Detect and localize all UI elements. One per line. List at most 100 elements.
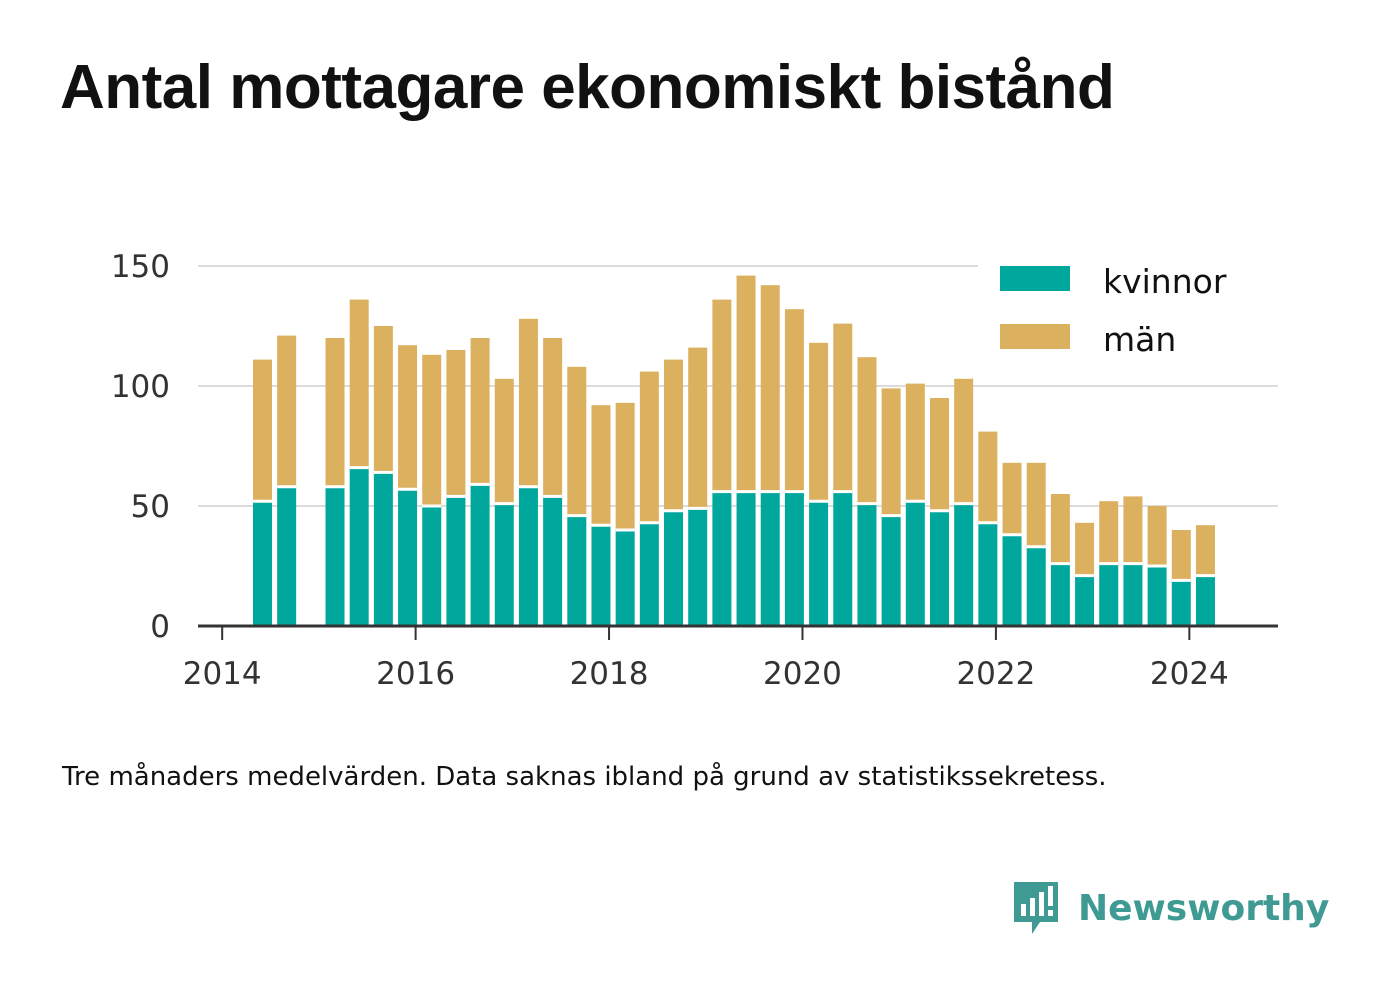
bar-man (567, 366, 587, 516)
bar-man (349, 299, 369, 468)
bar-man (688, 347, 708, 509)
bar-man (784, 309, 804, 492)
x-tick-label: 2024 (1150, 656, 1229, 692)
bar-man (881, 388, 901, 516)
bar-kvinnor (518, 486, 538, 626)
bar-kvinnor (1002, 534, 1022, 626)
bar-kvinnor (881, 515, 901, 626)
bar-kvinnor (809, 501, 829, 626)
bar-man (760, 285, 780, 492)
bar-man (470, 338, 490, 485)
bar-kvinnor (567, 515, 587, 626)
bar-kvinnor (664, 510, 684, 626)
bar-man (954, 378, 974, 504)
bar-man (857, 357, 877, 504)
bar-kvinnor (398, 489, 418, 626)
bar-man (712, 299, 732, 492)
bar-kvinnor (1171, 580, 1191, 626)
bar-kvinnor (543, 496, 563, 626)
bar-kvinnor (1026, 546, 1046, 626)
bar-man (591, 405, 611, 526)
bar-man (543, 338, 563, 497)
bar-kvinnor (954, 503, 974, 626)
bar-kvinnor (446, 496, 466, 626)
brand-name: Newsworthy (1078, 887, 1330, 929)
bar-kvinnor (349, 467, 369, 626)
x-tick-label: 2014 (183, 656, 262, 692)
bar-man (446, 350, 466, 497)
bar-kvinnor (422, 506, 442, 626)
bar-kvinnor (591, 525, 611, 626)
x-tick-label: 2022 (956, 656, 1035, 692)
bar-kvinnor (688, 508, 708, 626)
x-tick-label: 2018 (570, 656, 649, 692)
bar-kvinnor (325, 486, 345, 626)
brand-logo: Newsworthy (1010, 876, 1329, 940)
bar-man (325, 338, 345, 487)
bar-man (398, 345, 418, 490)
bar-man (809, 342, 829, 502)
bar-man (1002, 462, 1022, 535)
bar-man (252, 359, 272, 502)
bar-kvinnor (252, 501, 272, 626)
y-tick-label: 150 (111, 249, 170, 285)
bar-kvinnor (1075, 575, 1095, 626)
bar-kvinnor (1147, 566, 1167, 626)
bar-kvinnor (905, 501, 925, 626)
legend: kvinnor män (978, 250, 1278, 380)
footnote: Tre månaders medelvärden. Data saknas ib… (62, 762, 1107, 792)
stacked-bar-chart: 0 50 100 150 2014 2016 2018 2020 2022 2024 kvinn… (111, 249, 1278, 692)
bar-man (664, 359, 684, 511)
bar-kvinnor (929, 510, 949, 626)
y-tick-label: 0 (150, 609, 170, 645)
legend-label-man: män (1103, 320, 1176, 359)
bar-man (833, 323, 853, 492)
bars (252, 275, 1215, 626)
bar-man (494, 378, 514, 504)
bar-man (639, 371, 659, 523)
bar-kvinnor (277, 486, 297, 626)
bar-man (277, 335, 297, 487)
bar-kvinnor (639, 522, 659, 626)
bar-man (1147, 506, 1167, 566)
bar-kvinnor (760, 491, 780, 626)
bar-kvinnor (857, 503, 877, 626)
bar-kvinnor (373, 472, 393, 626)
x-axis-tick-labels: 2014 2016 2018 2020 2022 2024 (183, 656, 1229, 692)
bar-kvinnor (833, 491, 853, 626)
bar-man (978, 431, 998, 523)
bar-man (615, 402, 635, 530)
bar-kvinnor (978, 522, 998, 626)
y-tick-label: 50 (131, 489, 170, 525)
newsworthy-logo-icon (1014, 882, 1058, 934)
bar-kvinnor (1099, 563, 1119, 626)
bar-kvinnor (615, 530, 635, 626)
bar-man (1075, 522, 1095, 576)
bar-kvinnor (1123, 563, 1143, 626)
bar-man (905, 383, 925, 502)
bar-man (1195, 525, 1215, 576)
bar-man (518, 318, 538, 487)
bar-kvinnor (470, 484, 490, 626)
bar-kvinnor (1195, 575, 1215, 626)
bar-kvinnor (712, 491, 732, 626)
bar-kvinnor (784, 491, 804, 626)
bar-kvinnor (494, 503, 514, 626)
legend-swatch-kvinnor (1000, 266, 1070, 291)
bar-man (736, 275, 756, 492)
chart-title: Antal mottagare ekonomiskt bistånd (60, 53, 1115, 122)
bar-man (422, 354, 442, 506)
x-tick-label: 2020 (763, 656, 842, 692)
bar-man (373, 326, 393, 473)
bar-kvinnor (736, 491, 756, 626)
bar-man (929, 398, 949, 511)
axes (198, 624, 1278, 640)
legend-swatch-man (1000, 324, 1070, 349)
legend-label-kvinnor: kvinnor (1103, 262, 1227, 301)
bar-man (1099, 501, 1119, 564)
bar-man (1171, 530, 1191, 581)
bar-man (1123, 496, 1143, 564)
y-tick-label: 100 (111, 369, 170, 405)
x-tick-label: 2016 (376, 656, 455, 692)
y-axis-tick-labels: 0 50 100 150 (111, 249, 170, 645)
